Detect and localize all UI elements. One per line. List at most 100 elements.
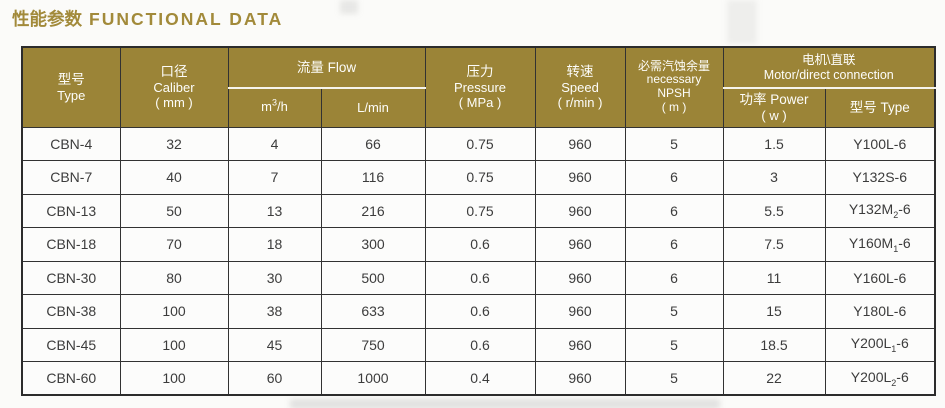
cell-pressure: 0.6 [424, 294, 536, 329]
col-header-motor-type-label: 型号 Type [849, 99, 910, 115]
col-header-type-zh: 型号 [57, 71, 85, 87]
cell-npsh: 5 [624, 361, 724, 396]
col-header-flow-group: 流量 Flow [227, 46, 426, 89]
col-header-flow-m3h: m3/h [227, 87, 322, 128]
cell-flow-m3h: 60 [227, 361, 322, 396]
cell-power: 7.5 [722, 227, 826, 262]
table-row: CBN-18 70 18 300 0.6 960 6 7.5 Y160M1-6 [21, 227, 936, 262]
cell-model: CBN-60 [21, 361, 121, 396]
cell-pressure: 0.4 [424, 361, 536, 396]
col-header-flow-lmin: L/min [320, 87, 426, 128]
col-header-pressure-unit: ( MPa ) [458, 95, 502, 111]
cell-motor-type: Y200L2-6 [824, 361, 936, 396]
cell-npsh: 5 [624, 294, 724, 329]
col-header-npsh-en2: NPSH [657, 86, 691, 101]
cell-motor-type: Y160M1-6 [824, 227, 936, 262]
page-title-en: FUNCTIONAL DATA [89, 9, 284, 29]
table-row: CBN-45 100 45 750 0.6 960 5 18.5 Y200L1-6 [21, 327, 936, 362]
table-body: CBN-4 32 4 66 0.75 960 5 1.5 Y100L-6 CBN-7 40 7 116 0… [21, 126, 936, 396]
cell-model: CBN-45 [21, 327, 121, 362]
cell-power: 15 [722, 294, 826, 329]
cell-model: CBN-18 [21, 227, 121, 262]
table-row: CBN-60 100 60 1000 0.4 960 5 22 Y200L2-6 [21, 361, 936, 396]
col-header-motor-group: 电机\直联 Motor/direct connection [722, 46, 936, 89]
col-header-pressure: 压力 Pressure ( MPa ) [424, 46, 536, 128]
functional-data-table: 型号 Type 口径 Caliber ( mm ) 流量 Flow 压力 Pre… [21, 46, 937, 396]
cell-power: 11 [722, 260, 826, 295]
cell-model: CBN-4 [21, 126, 121, 161]
cell-flow-m3h: 7 [227, 160, 322, 195]
col-header-power-unit: ( w ) [761, 108, 787, 124]
col-header-motor-type: 型号 Type [824, 87, 936, 128]
scan-artifact [290, 399, 720, 408]
cell-motor-type: Y132S-6 [824, 160, 936, 195]
cell-motor-type: Y180L-6 [824, 294, 936, 329]
cell-caliber: 80 [119, 260, 229, 295]
cell-caliber: 100 [119, 294, 229, 329]
motor-type-subscript: 2 [893, 210, 899, 221]
cell-flow-lmin: 216 [320, 193, 426, 228]
cell-flow-lmin: 1000 [320, 361, 426, 396]
cell-flow-m3h: 4 [227, 126, 322, 161]
col-header-power-label: 功率 Power [739, 92, 809, 108]
table-row: CBN-7 40 7 116 0.75 960 6 3 Y132S-6 [21, 160, 936, 195]
cell-model: CBN-7 [21, 160, 121, 195]
cell-speed: 960 [534, 294, 626, 329]
motor-type-subscript: 1 [891, 344, 897, 355]
cell-speed: 960 [534, 260, 626, 295]
cell-speed: 960 [534, 160, 626, 195]
col-header-caliber-en: Caliber [153, 79, 195, 95]
col-header-speed: 转速 Speed ( r/min ) [534, 46, 626, 128]
cell-npsh: 6 [624, 193, 724, 228]
cell-model: CBN-30 [21, 260, 121, 295]
cell-power: 1.5 [722, 126, 826, 161]
page-title: 性能参数 FUNCTIONAL DATA [0, 0, 945, 31]
col-header-npsh-zh: 必需汽蚀余量 [638, 58, 711, 73]
cell-flow-lmin: 66 [320, 126, 426, 161]
cell-caliber: 50 [119, 193, 229, 228]
cell-pressure: 0.6 [424, 227, 536, 262]
header-row-groups: 型号 Type 口径 Caliber ( mm ) 流量 Flow 压力 Pre… [21, 46, 936, 128]
table-row: CBN-38 100 38 633 0.6 960 5 15 Y180L-6 [21, 294, 936, 329]
col-header-caliber-unit: ( mm ) [155, 95, 193, 111]
cell-power: 3 [722, 160, 826, 195]
col-header-pressure-en: Pressure [454, 79, 507, 95]
cell-caliber: 40 [119, 160, 229, 195]
col-header-type: 型号 Type [21, 46, 121, 128]
cell-pressure: 0.75 [424, 193, 536, 228]
cell-flow-m3h: 38 [227, 294, 322, 329]
table-row: CBN-30 80 30 500 0.6 960 6 11 Y160L-6 [21, 260, 936, 295]
cell-caliber: 32 [119, 126, 229, 161]
cell-power: 18.5 [722, 327, 826, 362]
cell-pressure: 0.75 [424, 126, 536, 161]
col-header-flow-lmin-label: L/min [357, 100, 389, 116]
cell-motor-type: Y200L1-6 [824, 327, 936, 362]
col-header-type-en: Type [57, 87, 86, 103]
cell-model: CBN-13 [21, 193, 121, 228]
cell-flow-m3h: 13 [227, 193, 322, 228]
col-header-power: 功率 Power ( w ) [722, 87, 826, 128]
col-header-motor-en: Motor/direct connection [763, 67, 894, 82]
cell-pressure: 0.6 [424, 327, 536, 362]
cell-flow-lmin: 116 [320, 160, 426, 195]
cell-motor-type: Y100L-6 [824, 126, 936, 161]
motor-type-subscript: 2 [891, 377, 897, 388]
cell-flow-m3h: 45 [227, 327, 322, 362]
col-header-npsh-en1: necessary [646, 72, 702, 87]
table-row: CBN-13 50 13 216 0.75 960 6 5.5 Y132M2-6 [21, 193, 936, 228]
col-header-caliber: 口径 Caliber ( mm ) [119, 46, 229, 128]
m3h-superscript: 3 [271, 98, 277, 109]
cell-speed: 960 [534, 193, 626, 228]
motor-type-subscript: 1 [893, 243, 899, 254]
page-title-zh: 性能参数 [12, 9, 82, 29]
cell-flow-lmin: 633 [320, 294, 426, 329]
cell-motor-type: Y132M2-6 [824, 193, 936, 228]
cell-power: 22 [722, 361, 826, 396]
col-header-flow-label: 流量 Flow [296, 59, 357, 75]
cell-speed: 960 [534, 126, 626, 161]
cell-caliber: 100 [119, 361, 229, 396]
cell-motor-type: Y160L-6 [824, 260, 936, 295]
cell-speed: 960 [534, 327, 626, 362]
cell-flow-m3h: 30 [227, 260, 322, 295]
